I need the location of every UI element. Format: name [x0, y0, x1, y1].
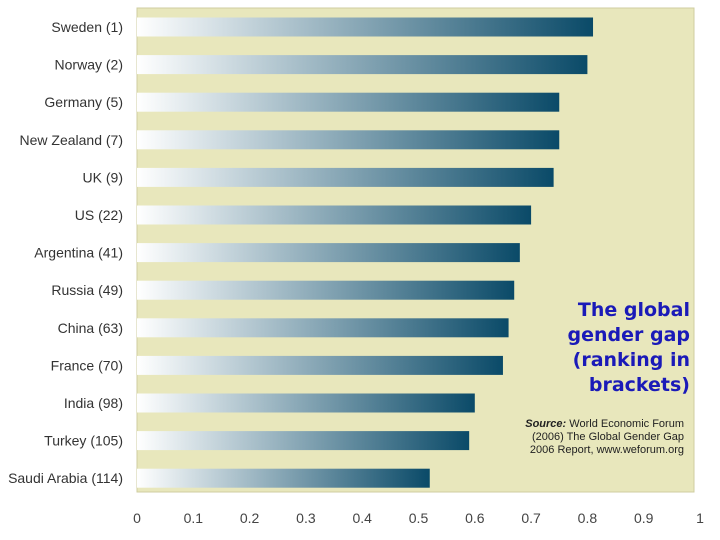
bar — [137, 468, 430, 488]
bar — [137, 92, 560, 112]
category-label: France (70) — [51, 357, 123, 373]
bar — [137, 318, 509, 338]
x-tick-label: 0.3 — [296, 510, 316, 526]
bar — [137, 130, 560, 150]
category-label: UK (9) — [83, 169, 123, 185]
source-note: Source: World Economic Forum (2006) The … — [524, 418, 684, 457]
category-label: New Zealand (7) — [20, 132, 124, 148]
x-tick-label: 0.1 — [184, 510, 204, 526]
x-tick-label: 1 — [696, 510, 704, 526]
category-label: US (22) — [75, 207, 123, 223]
x-tick-label: 0.5 — [409, 510, 429, 526]
category-label: Saudi Arabia (114) — [8, 470, 123, 486]
category-label: Russia (49) — [51, 282, 123, 298]
category-label: China (63) — [58, 320, 123, 336]
category-label: Norway (2) — [55, 57, 123, 73]
category-label: India (98) — [64, 395, 123, 411]
category-label: Argentina (41) — [34, 245, 123, 261]
source-text: World Economic Forum (2006) The Global G… — [529, 418, 684, 456]
bar — [137, 431, 470, 451]
source-label: Source: — [525, 418, 567, 430]
chart-title: The global gender gap (ranking in bracke… — [567, 299, 690, 396]
x-tick-label: 0.4 — [352, 510, 372, 526]
bar — [137, 280, 515, 300]
x-tick-label: 0.8 — [578, 510, 598, 526]
bar — [137, 243, 520, 263]
x-tick-label: 0.9 — [634, 510, 654, 526]
x-tick-label: 0.2 — [240, 510, 260, 526]
bar — [137, 393, 475, 413]
category-label: Germany (5) — [44, 94, 123, 110]
bar — [137, 205, 532, 225]
x-tick-label: 0 — [133, 510, 141, 526]
x-tick-label: 0.7 — [521, 510, 541, 526]
category-label: Turkey (105) — [44, 433, 123, 449]
bar — [137, 355, 503, 375]
category-label: Sweden (1) — [51, 19, 123, 35]
x-tick-label: 0.6 — [465, 510, 485, 526]
bar — [137, 55, 588, 75]
bar — [137, 167, 554, 187]
bar — [137, 17, 594, 37]
